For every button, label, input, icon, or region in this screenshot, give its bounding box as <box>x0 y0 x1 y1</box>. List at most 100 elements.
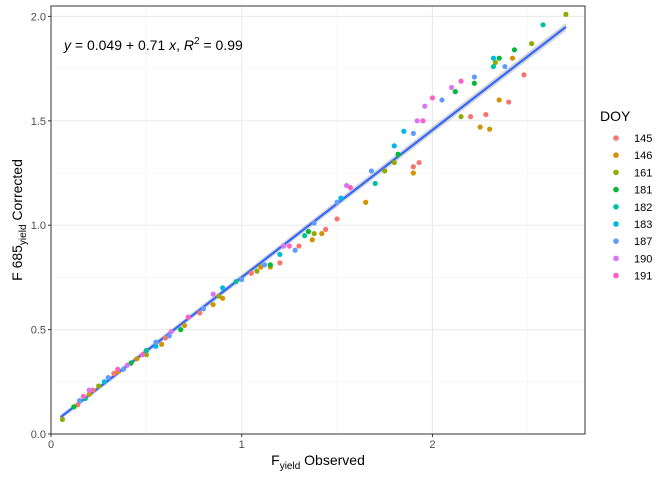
y-tick-label: 0.5 <box>31 325 46 337</box>
data-point <box>168 329 174 335</box>
data-point <box>124 362 130 368</box>
legend-key <box>613 135 619 141</box>
data-point <box>311 220 317 226</box>
legend-label: 183 <box>634 219 652 231</box>
eq-r-rest: = 0.99 <box>200 37 243 53</box>
points-layer <box>59 11 569 422</box>
data-point <box>162 335 169 341</box>
y-tick-label: 2.0 <box>31 11 46 23</box>
data-point <box>414 118 420 124</box>
data-point <box>429 95 436 101</box>
series-145 <box>75 72 527 408</box>
eq-comma: , <box>176 37 184 53</box>
legend-item-161: 161 <box>613 167 652 179</box>
x-title-main: F <box>271 452 280 468</box>
eq-r-sup: 2 <box>194 36 200 47</box>
data-point <box>471 80 477 86</box>
data-point <box>220 295 226 301</box>
legend-key <box>613 152 619 158</box>
x-tick-label: 0 <box>48 439 54 451</box>
legend-key <box>613 204 619 210</box>
data-point <box>292 247 298 253</box>
y-title-rest: Corrected <box>9 159 25 224</box>
legend-key <box>613 186 619 193</box>
data-point <box>96 383 102 389</box>
data-point <box>267 262 273 268</box>
data-point <box>302 233 308 239</box>
data-point <box>401 128 407 134</box>
data-point <box>143 347 149 354</box>
data-point <box>281 243 287 249</box>
data-point <box>139 352 146 358</box>
data-point <box>477 124 483 130</box>
data-point <box>239 276 245 283</box>
data-point <box>153 343 159 349</box>
data-point <box>382 168 388 174</box>
legend-label: 182 <box>634 202 652 214</box>
legend-item-187: 187 <box>613 236 652 248</box>
data-point <box>134 356 140 362</box>
data-point <box>420 118 426 124</box>
data-point <box>115 366 121 372</box>
series-191 <box>80 78 464 400</box>
data-point <box>210 301 216 308</box>
data-point <box>410 130 416 136</box>
eq-mid: = 0.049 + 0.71 <box>71 37 169 53</box>
data-point <box>185 314 191 320</box>
data-point <box>86 387 92 393</box>
legend-label: 145 <box>634 133 652 145</box>
x-axis-title: Fyield Observed <box>271 452 365 472</box>
data-point <box>166 333 172 339</box>
data-point <box>391 143 397 149</box>
data-point <box>439 97 445 103</box>
legend-item-190: 190 <box>613 253 652 265</box>
data-point <box>143 352 149 358</box>
data-point <box>277 260 283 266</box>
y-tick-label: 0.0 <box>31 429 46 441</box>
data-point <box>262 262 268 268</box>
data-point <box>496 55 502 61</box>
data-point <box>563 11 569 17</box>
data-point <box>490 63 497 70</box>
data-point <box>128 360 134 366</box>
series-182 <box>82 22 546 402</box>
data-point <box>120 366 127 372</box>
legend-item-182: 182 <box>613 202 652 214</box>
data-point <box>422 103 428 109</box>
data-point <box>416 159 422 166</box>
data-point <box>220 285 226 291</box>
y-tick-label: 1.5 <box>31 116 46 128</box>
data-point <box>90 387 96 393</box>
legend-key <box>613 221 619 227</box>
data-point <box>105 375 111 381</box>
data-point <box>86 391 92 397</box>
y-ticks: 0.0 0.5 1.0 1.5 2.0 <box>31 11 51 441</box>
data-point <box>467 114 474 120</box>
data-point <box>277 251 283 258</box>
data-point <box>77 397 83 404</box>
data-point <box>511 47 518 53</box>
data-point <box>483 111 489 118</box>
data-point <box>502 63 508 70</box>
eq-r-var: R <box>184 37 194 53</box>
data-point <box>254 268 260 274</box>
data-point <box>338 195 344 201</box>
data-point <box>395 151 401 157</box>
data-point <box>181 322 188 329</box>
data-point <box>529 40 535 47</box>
legend-items: 145 146 161 181 182 183 187 190 191 <box>613 133 652 283</box>
data-point <box>509 55 516 61</box>
data-point <box>334 216 340 222</box>
legend-item-191: 191 <box>613 271 652 283</box>
x-title-sub: yield <box>280 461 301 472</box>
data-point <box>159 341 165 347</box>
series-161 <box>59 11 569 422</box>
data-point <box>178 327 184 333</box>
data-point <box>258 264 264 270</box>
legend-item-145: 145 <box>613 133 652 145</box>
y-title-main: F 685 <box>9 245 25 281</box>
data-point <box>372 180 378 187</box>
data-point <box>233 278 239 285</box>
data-point <box>111 370 117 377</box>
data-point <box>496 97 502 103</box>
